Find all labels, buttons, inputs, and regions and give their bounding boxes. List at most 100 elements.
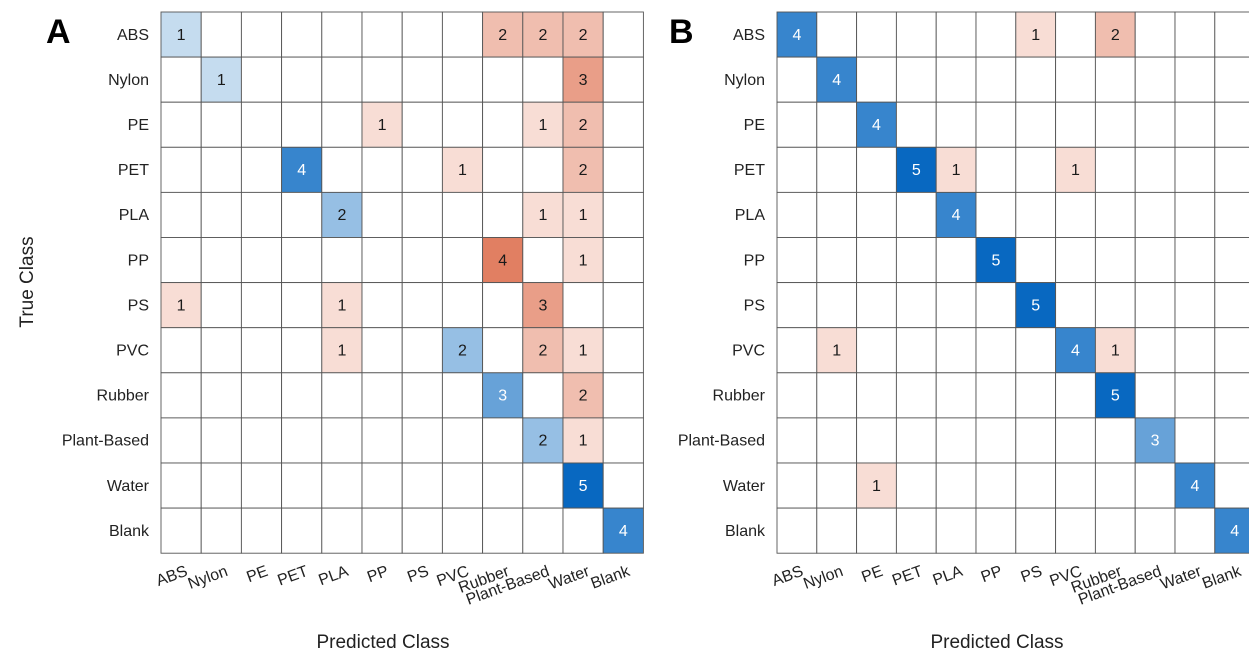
cell-ps-blank bbox=[1214, 282, 1249, 329]
cell-rubber-nylon bbox=[816, 372, 858, 419]
cell-pvc-pp bbox=[361, 327, 403, 374]
row-label-rubber: Rubber bbox=[97, 388, 150, 405]
cell-value: 2 bbox=[1111, 27, 1120, 44]
cell-abs-pp bbox=[975, 11, 1017, 58]
cell-pp-pet bbox=[281, 237, 323, 284]
cell-ps-pe bbox=[240, 282, 283, 329]
cell-value: 4 bbox=[1190, 478, 1199, 495]
cell-pet-pp bbox=[975, 146, 1017, 193]
cell-water-ps bbox=[1015, 462, 1057, 509]
col-label-water: Water bbox=[1158, 563, 1204, 594]
cell-nylon-pe bbox=[240, 56, 283, 103]
cell-pvc-rubber bbox=[482, 327, 524, 374]
cell-blank-abs bbox=[776, 507, 818, 554]
cell-pp-pvc bbox=[441, 237, 484, 284]
cell-value: 4 bbox=[297, 162, 306, 179]
cell-pp-pe bbox=[856, 237, 897, 284]
cell-abs-ps bbox=[1015, 11, 1057, 58]
cell-value: 2 bbox=[337, 207, 346, 224]
cell-rubber-nylon bbox=[200, 372, 242, 419]
cell-blank-ps bbox=[401, 507, 443, 554]
cell-pet-ps bbox=[401, 146, 443, 193]
cell-ps-plant-based bbox=[522, 282, 564, 329]
cell-value: 3 bbox=[538, 297, 547, 314]
cell-pp-blank bbox=[1214, 237, 1249, 284]
cell-value: 1 bbox=[832, 342, 841, 359]
cell-pet-pe bbox=[240, 146, 283, 193]
cell-pet-pet bbox=[281, 146, 323, 193]
cell-abs-water bbox=[1174, 11, 1216, 58]
cell-value: 1 bbox=[177, 297, 186, 314]
cell-rubber-pe bbox=[240, 372, 283, 419]
cell-pla-pvc bbox=[441, 191, 484, 238]
cell-pe-ps bbox=[1015, 101, 1057, 148]
row-label-rubber: Rubber bbox=[713, 388, 766, 405]
cell-water-plant-based bbox=[522, 462, 564, 509]
row-label-pvc: PVC bbox=[732, 342, 765, 359]
cell-pvc-pvc bbox=[441, 327, 484, 374]
cell-pp-abs bbox=[160, 237, 202, 284]
cell-abs-pet bbox=[281, 11, 323, 58]
cell-value: 1 bbox=[217, 72, 226, 89]
cell-pla-pp bbox=[361, 191, 403, 238]
cell-pet-pet bbox=[895, 146, 937, 193]
cell-water-pp bbox=[975, 462, 1017, 509]
cell-pla-pp bbox=[975, 191, 1017, 238]
cell-water-blank bbox=[1214, 462, 1249, 509]
cell-abs-nylon bbox=[816, 11, 858, 58]
cell-pp-pet bbox=[895, 237, 937, 284]
col-label-blank: Blank bbox=[1200, 563, 1244, 593]
row-label-blank: Blank bbox=[725, 523, 766, 540]
cell-ps-water bbox=[562, 282, 604, 329]
cell-plant-based-water bbox=[562, 417, 604, 464]
cell-abs-plant-based bbox=[1134, 11, 1176, 58]
cell-ps-water bbox=[1174, 282, 1216, 329]
cell-plant-based-plant-based bbox=[522, 417, 564, 464]
cell-rubber-rubber bbox=[1094, 372, 1136, 419]
cell-water-pvc bbox=[1055, 462, 1096, 509]
cell-blank-pe bbox=[856, 507, 897, 554]
cell-nylon-blank bbox=[602, 56, 644, 103]
cell-pe-pet bbox=[281, 101, 323, 148]
cell-ps-abs bbox=[776, 282, 818, 329]
cell-pe-plant-based bbox=[1134, 101, 1176, 148]
cell-pla-blank bbox=[1214, 191, 1249, 238]
cell-ps-pet bbox=[281, 282, 323, 329]
cell-pvc-pla bbox=[935, 327, 977, 374]
cell-abs-pla bbox=[321, 11, 363, 58]
cell-pvc-plant-based bbox=[522, 327, 564, 374]
cell-pvc-ps bbox=[1015, 327, 1057, 374]
cell-plant-based-pet bbox=[895, 417, 937, 464]
cell-rubber-blank bbox=[602, 372, 644, 419]
cell-nylon-abs bbox=[160, 56, 202, 103]
cell-abs-ps bbox=[401, 11, 443, 58]
cell-pvc-abs bbox=[160, 327, 202, 374]
cell-water-pet bbox=[281, 462, 323, 509]
cell-nylon-water bbox=[1174, 56, 1216, 103]
cell-rubber-pet bbox=[895, 372, 937, 419]
cell-plant-based-abs bbox=[160, 417, 202, 464]
row-label-pet: PET bbox=[734, 162, 765, 179]
cell-water-pvc bbox=[441, 462, 484, 509]
cell-ps-pla bbox=[321, 282, 363, 329]
cell-pp-rubber bbox=[482, 237, 524, 284]
cell-plant-based-pet bbox=[281, 417, 323, 464]
cell-pe-plant-based bbox=[522, 101, 564, 148]
cell-abs-plant-based bbox=[522, 11, 564, 58]
cell-rubber-abs bbox=[776, 372, 818, 419]
cell-pe-pp bbox=[975, 101, 1017, 148]
cell-blank-abs bbox=[160, 507, 202, 554]
cell-pe-rubber bbox=[482, 101, 524, 148]
cell-rubber-water bbox=[1174, 372, 1216, 419]
cell-blank-plant-based bbox=[1134, 507, 1176, 554]
row-label-nylon: Nylon bbox=[108, 72, 149, 89]
cell-ps-pvc bbox=[1055, 282, 1096, 329]
cell-pet-pla bbox=[321, 146, 363, 193]
cell-pe-blank bbox=[1214, 101, 1249, 148]
cell-value: 2 bbox=[579, 388, 588, 405]
cell-plant-based-water bbox=[1174, 417, 1216, 464]
cell-rubber-pe bbox=[856, 372, 897, 419]
cell-abs-rubber bbox=[1094, 11, 1136, 58]
cell-value: 1 bbox=[1111, 342, 1120, 359]
